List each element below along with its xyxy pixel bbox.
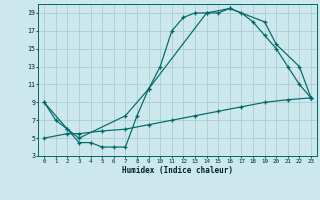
X-axis label: Humidex (Indice chaleur): Humidex (Indice chaleur) (122, 166, 233, 175)
